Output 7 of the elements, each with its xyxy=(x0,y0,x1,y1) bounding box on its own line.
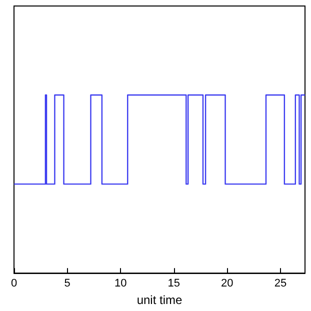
x-tick-label: 25 xyxy=(274,278,287,290)
x-tick-label: 15 xyxy=(168,278,180,290)
x-tick-label: 0 xyxy=(10,278,18,290)
x-tick-label: 5 xyxy=(64,278,70,290)
x-tick-label: 10 xyxy=(114,278,127,290)
x-tick-label: 20 xyxy=(221,278,234,290)
x-axis-title: unit time xyxy=(136,293,182,307)
